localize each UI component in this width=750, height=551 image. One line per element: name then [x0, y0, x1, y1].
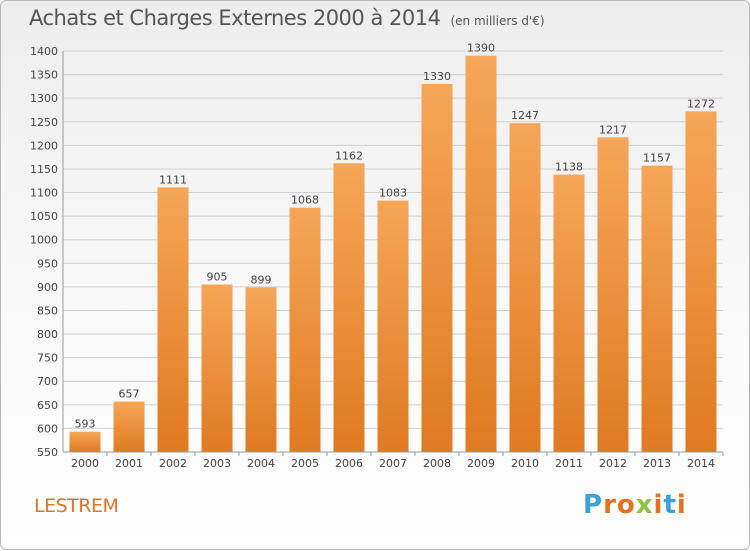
y-tick-label: 900 — [37, 281, 58, 294]
bar — [377, 200, 409, 452]
logo-letter: P — [583, 490, 604, 520]
bar — [333, 163, 365, 452]
x-tick-label: 2008 — [423, 457, 451, 470]
logo-letter: x — [635, 490, 654, 520]
x-tick-label: 2009 — [467, 457, 495, 470]
y-tick-label: 1150 — [30, 163, 58, 176]
x-tick-label: 2007 — [379, 457, 407, 470]
y-tick-label: 1100 — [30, 187, 58, 200]
bar-value-label: 1162 — [335, 149, 363, 162]
logo-letter: i — [676, 490, 687, 520]
y-tick-label: 600 — [37, 422, 58, 435]
bar — [465, 55, 497, 452]
x-tick-label: 2000 — [71, 457, 99, 470]
y-tick-label: 550 — [37, 446, 58, 459]
chart-unit: (en milliers d'€) — [450, 14, 545, 28]
bar — [421, 84, 453, 452]
y-tick-label: 1000 — [30, 234, 58, 247]
x-tick-label: 2012 — [599, 457, 627, 470]
x-tick-label: 2002 — [159, 457, 187, 470]
bar — [597, 137, 629, 452]
proxiti-logo: Proxiti — [583, 490, 687, 520]
bar-value-label: 1330 — [423, 70, 451, 83]
x-tick-label: 2011 — [555, 457, 583, 470]
y-tick-label: 800 — [37, 328, 58, 341]
logo-letter: o — [616, 490, 636, 520]
commune-name: LESTREM — [34, 495, 119, 517]
bar — [201, 284, 233, 452]
x-tick-label: 2004 — [247, 457, 275, 470]
bar-value-label: 1068 — [291, 194, 319, 207]
bar-value-label: 1247 — [511, 109, 539, 122]
data-labels: 593 657 1111 905 899 1068 1162 1083 1330 1390 1247… — [75, 42, 716, 431]
bar-value-label: 1138 — [555, 161, 583, 174]
logo-letter: t — [663, 490, 677, 520]
bar-value-label: 1217 — [599, 123, 627, 136]
bar-value-label: 905 — [207, 271, 228, 284]
bar — [553, 174, 585, 452]
y-tick-label: 1250 — [30, 116, 58, 129]
y-tick-label: 850 — [37, 304, 58, 317]
bar — [509, 123, 541, 453]
x-tick-label: 2006 — [335, 457, 363, 470]
y-tick-label: 1300 — [30, 92, 58, 105]
bar-value-label: 593 — [75, 418, 96, 431]
chart-title: Achats et Charges Externes 2000 à 2014 (e… — [29, 6, 545, 30]
bar-value-label: 657 — [119, 388, 140, 401]
y-tick-label: 700 — [37, 375, 58, 388]
bar — [641, 165, 673, 452]
x-tick-label: 2014 — [687, 457, 715, 470]
bar — [685, 111, 717, 453]
bar — [245, 287, 277, 452]
y-tick-label: 750 — [37, 352, 58, 365]
y-tick-label: 1050 — [30, 210, 58, 223]
x-tick-label: 2001 — [115, 457, 143, 470]
x-tick-label: 2005 — [291, 457, 319, 470]
bar-value-label: 1390 — [467, 42, 495, 55]
bar — [69, 431, 101, 452]
bar-value-label: 1272 — [687, 97, 715, 110]
logo-letter: r — [603, 490, 617, 520]
bar-value-label: 1083 — [379, 187, 407, 200]
x-tick-label: 2013 — [643, 457, 671, 470]
y-tick-label: 1200 — [30, 139, 58, 152]
y-tick-label: 1350 — [30, 69, 58, 82]
logo-letter: i — [653, 490, 664, 520]
bar — [113, 401, 145, 452]
y-tick-label: 650 — [37, 399, 58, 412]
bars — [69, 55, 717, 453]
y-tick-label: 1400 — [30, 45, 58, 58]
bar — [157, 187, 189, 452]
x-tick-label: 2010 — [511, 457, 539, 470]
y-tick-label: 950 — [37, 257, 58, 270]
x-tick-label: 2003 — [203, 457, 231, 470]
bar — [289, 207, 321, 452]
chart-title-text: Achats et Charges Externes 2000 à 2014 — [29, 6, 441, 30]
bar-value-label: 1157 — [643, 152, 671, 165]
bar-value-label: 1111 — [159, 173, 187, 186]
axes: 550 600 650 700 750 800 850 900 950 1000 1050 1100 1… — [30, 45, 724, 470]
bar-value-label: 899 — [251, 273, 272, 286]
